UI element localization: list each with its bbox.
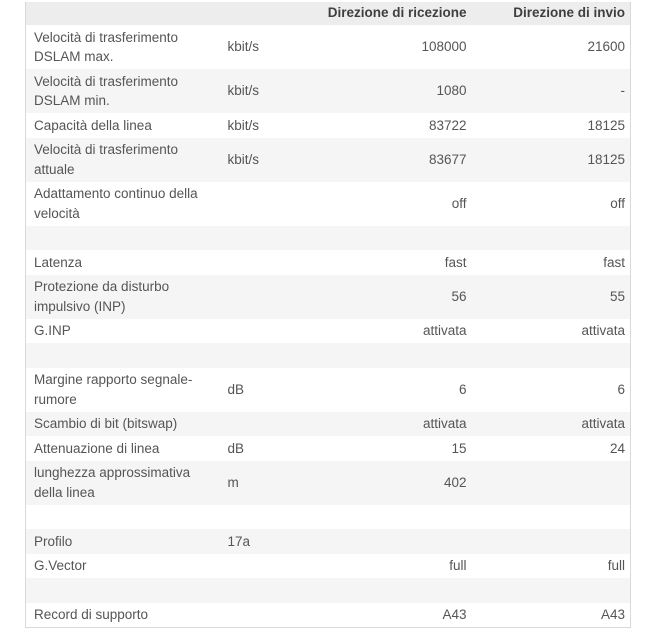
table-row: Profilo 17a [25,529,631,554]
row-value-send: 6 [617,381,625,397]
row-value-receive: 83722 [428,117,467,133]
row-label: lunghezza approssimativa della linea [34,465,191,500]
row-value-send: A43 [600,607,625,622]
table-row: Scambio di bit (bitswap) attivata attivata [25,411,631,437]
row-label: Record di supporto [34,607,149,622]
row-value-send: full [607,558,625,573]
row-label: Latenza [34,254,83,270]
row-label: Velocità di trasferimento DSLAM max. [34,29,179,65]
row-label: Margine rapporto segnale-rumore [34,372,193,407]
row-value-receive: attivata [422,323,467,338]
row-value-receive: attivata [422,416,467,431]
row-label: Capacità della linea [34,117,152,133]
row-label: Velocità di trasferimento attuale [34,142,179,177]
separator-cell [26,578,631,603]
row-value-send: 18125 [587,151,625,167]
row-value-send: 18125 [587,117,625,133]
row-unit [220,603,275,628]
row-label: G.Vector [34,558,87,573]
row-value-send: fast [603,254,625,270]
row-label: Profilo [34,533,73,549]
separator-row [25,343,631,368]
dsl-stats-table: Direzione di ricezione Direzione di invi… [25,2,631,628]
header-direction-receive: Direzione di ricezione [274,2,475,25]
table-row: lunghezza approssimativa della linea m 402 [25,460,631,505]
table-row: Margine rapporto segnale-rumore dB 6 6 [25,367,631,412]
table-row: Velocità di trasferimento DSLAM max. kbit… [25,25,631,69]
row-unit [220,250,275,275]
row-unit [220,275,275,319]
row-value-send: 24 [609,440,625,456]
separator-cell [26,226,631,251]
row-value-receive: A43 [442,607,467,622]
row-value-receive: 6 [458,381,467,397]
row-value-send: 21600 [587,39,625,55]
row-value-receive: 1080 [436,83,467,99]
table-row: Attenuazione di linea dB 15 24 [25,436,631,461]
row-value-receive: full [449,558,467,573]
row-label: Scambio di bit (bitswap) [34,416,178,431]
table-row: Capacità della linea kbit/s 83722 18125 [25,113,631,138]
separator-row [25,225,631,251]
row-unit [220,554,275,579]
row-value-send [475,529,631,554]
table-row: G.Vector full full [25,553,631,579]
row-value-send [475,461,631,505]
dsl-stats-panel: Direzione di ricezione Direzione di invi… [25,2,654,628]
row-value-receive: 56 [451,288,467,304]
row-unit: 17a [227,533,251,549]
table-row: Record di supporto A43 A43 [25,602,631,628]
row-value-receive: 15 [451,440,467,456]
separator-cell [26,343,631,368]
row-unit: kbit/s [227,117,260,133]
table-row: G.INP attivata attivata [25,318,631,344]
row-label: Attenuazione di linea [34,440,160,456]
row-unit [220,319,275,344]
header-direction-send: Direzione di invio [474,2,631,25]
row-value-receive: 83677 [428,151,467,167]
row-unit [220,412,275,437]
table-header-row: Direzione di ricezione Direzione di invi… [25,2,631,25]
separator-row [25,504,631,530]
row-value-receive: off [451,195,467,211]
table-row: Latenza fast fast [25,250,631,275]
table-row: Adattamento continuo della velocità off of… [25,181,631,226]
row-label: Protezione da disturbo impulsivo (INP) [34,279,170,314]
row-unit: m [227,474,239,490]
row-unit: dB [227,381,245,397]
row-unit [220,182,275,226]
row-unit: kbit/s [227,83,260,99]
row-value-send: attivata [581,323,625,338]
row-value-receive: fast [444,254,467,270]
row-value-receive: 108000 [421,39,467,55]
row-value-send: 55 [609,288,625,304]
dsl-table-body: Velocità di trasferimento DSLAM max. kbit… [25,25,631,628]
row-label: Velocità di trasferimento DSLAM min. [34,73,179,109]
separator-cell [26,505,631,530]
row-label: Adattamento continuo della velocità [34,186,198,221]
row-value-send: - [620,83,626,99]
row-value-receive [275,529,475,554]
row-unit: kbit/s [227,39,260,55]
separator-row [25,578,631,603]
row-unit: dB [227,440,245,456]
row-unit: kbit/s [227,151,260,167]
table-row: Velocità di trasferimento attuale kbit/s 8… [25,137,631,182]
row-label: G.INP [34,323,71,338]
header-unit-column [219,2,275,25]
row-value-send: attivata [581,416,625,431]
header-label-column [25,2,220,25]
table-row: Protezione da disturbo impulsivo (INP) 56… [25,274,631,319]
row-value-send: off [610,195,625,211]
table-row: Velocità di trasferimento DSLAM min. kbit… [25,69,631,113]
row-value-receive: 402 [443,474,467,490]
